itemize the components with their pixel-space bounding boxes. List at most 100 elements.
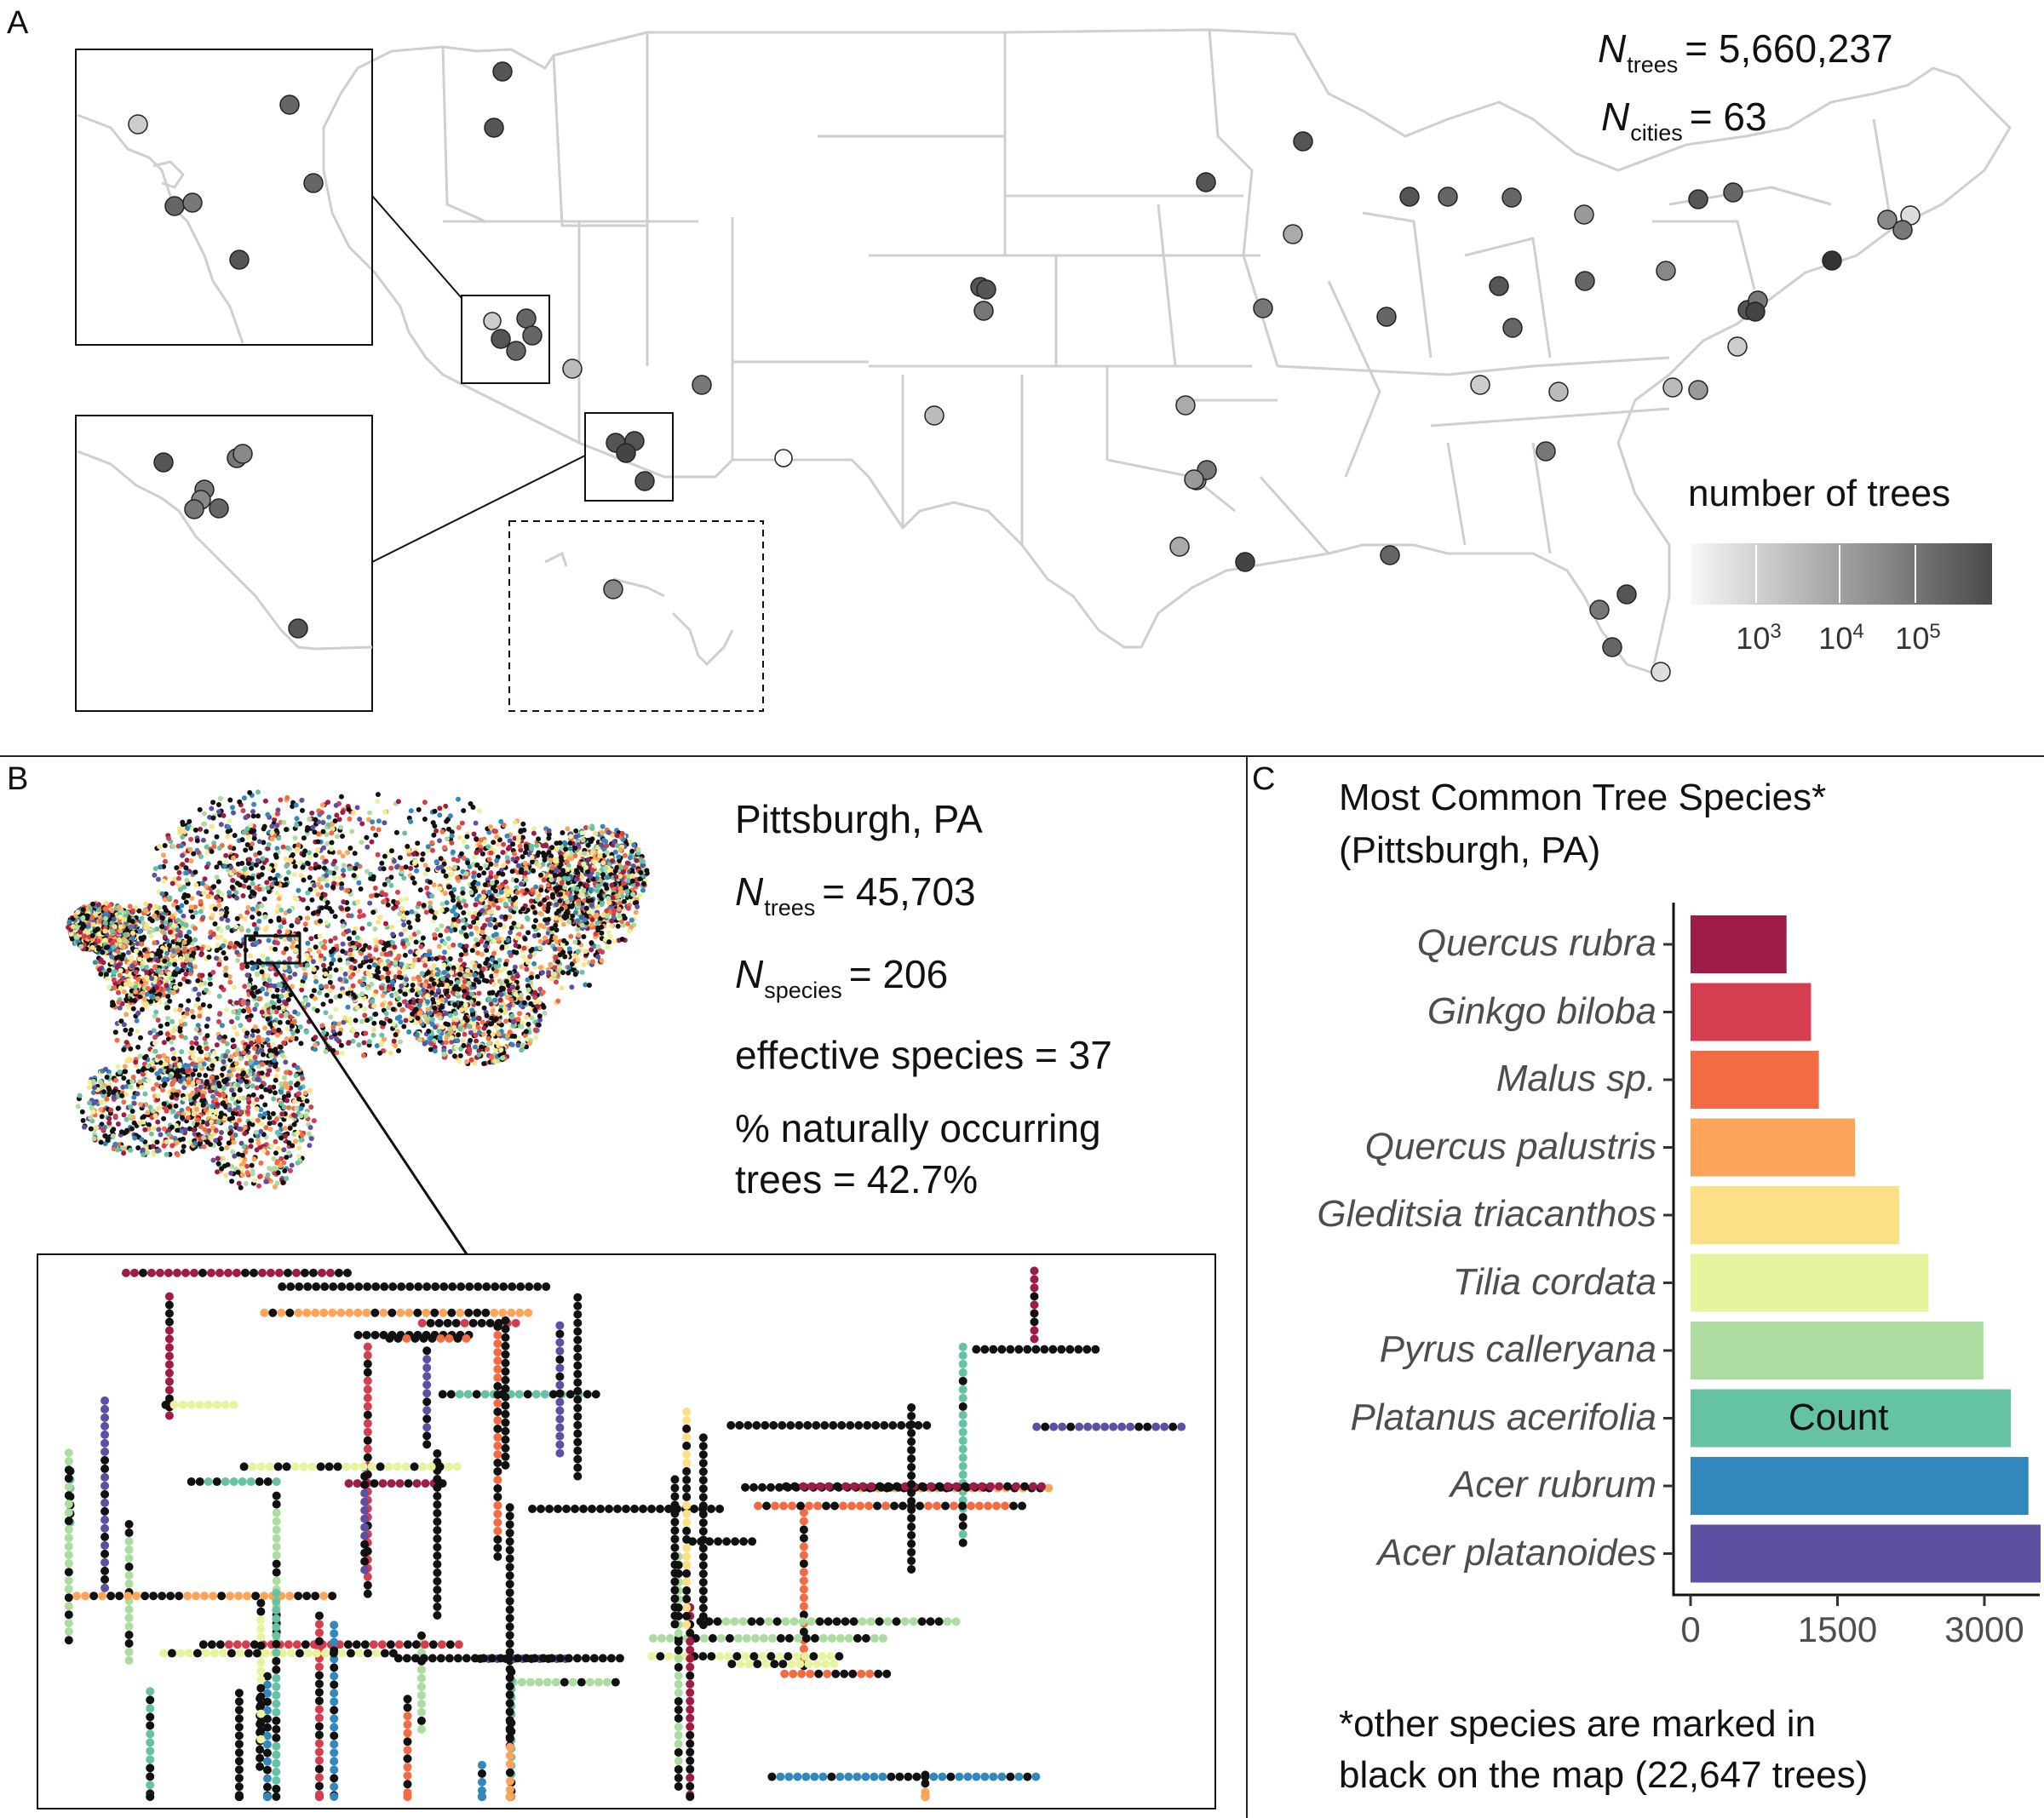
tree-point — [267, 1115, 273, 1121]
tree-point — [501, 863, 507, 869]
tree-point — [558, 872, 564, 878]
tree-point — [473, 937, 479, 943]
tree-point — [313, 852, 319, 858]
tree-point — [345, 906, 351, 912]
tree-point — [612, 849, 618, 855]
tree-point — [236, 1180, 242, 1186]
tree-point — [337, 957, 343, 963]
tree-point — [350, 983, 356, 989]
tree-point — [214, 1075, 220, 1081]
tree-point — [507, 1002, 513, 1008]
tree-point — [250, 841, 255, 847]
tree-point — [433, 909, 439, 915]
tree-point — [313, 862, 319, 867]
tree-point — [304, 952, 310, 958]
tree-point — [548, 962, 554, 968]
tree-point — [155, 1093, 161, 1099]
tree-point — [231, 1009, 237, 1015]
tree-point — [198, 982, 204, 988]
tree-point — [459, 894, 465, 900]
tree-point — [183, 865, 189, 871]
tree-point — [486, 889, 492, 895]
tree-point — [211, 844, 217, 850]
tree-point — [296, 1091, 301, 1097]
tree-point — [437, 838, 442, 844]
tree-point — [412, 1008, 417, 1014]
tree-point — [457, 972, 463, 978]
tree-point — [284, 1026, 290, 1032]
tree-point — [329, 840, 335, 846]
tree-point — [180, 852, 186, 858]
tree-point — [380, 993, 386, 999]
tree-point — [210, 1104, 215, 1110]
tree-point — [244, 1163, 250, 1169]
tree-point — [319, 810, 324, 816]
tree-point — [531, 830, 537, 836]
tree-point — [307, 817, 313, 822]
tree-point — [490, 886, 496, 892]
tree-point — [162, 897, 168, 903]
tree-point — [379, 860, 385, 866]
tree-point — [209, 849, 215, 854]
tree-point — [105, 1137, 111, 1143]
tree-point — [505, 858, 511, 864]
tree-point — [180, 1149, 186, 1155]
tree-point — [369, 981, 375, 987]
tree-point — [445, 966, 451, 972]
tree-point — [221, 938, 227, 944]
tree-point — [391, 905, 397, 911]
tree-point — [595, 943, 601, 949]
tree-point — [581, 934, 587, 939]
tree-point — [161, 878, 167, 884]
tree-point — [249, 990, 255, 996]
tree-point — [140, 1067, 146, 1073]
tree-point — [518, 995, 524, 1001]
tree-point — [410, 987, 416, 993]
tree-point — [395, 889, 400, 895]
tree-point — [525, 1021, 531, 1027]
tree-point — [394, 864, 399, 870]
tree-point — [429, 1017, 435, 1023]
tree-point — [296, 1153, 301, 1159]
tree-point — [100, 1127, 106, 1133]
tree-point — [382, 898, 387, 904]
tree-point — [411, 957, 417, 963]
tree-point — [269, 1009, 275, 1014]
tree-point — [141, 1114, 147, 1120]
tree-point — [606, 939, 612, 945]
tree-point — [337, 977, 343, 983]
tree-point — [452, 1002, 458, 1007]
tree-point — [456, 824, 462, 830]
tree-point — [461, 910, 467, 915]
tree-point — [303, 1113, 309, 1119]
tree-point — [161, 1115, 167, 1121]
tree-point — [453, 1011, 458, 1017]
tree-point — [204, 1046, 210, 1052]
tree-point — [257, 1113, 263, 1119]
tree-point — [254, 1002, 260, 1007]
tree-point — [473, 902, 479, 908]
tree-point — [502, 914, 508, 920]
tree-point — [510, 857, 516, 862]
tree-point — [370, 1032, 376, 1038]
tree-point — [147, 1029, 153, 1035]
tree-point — [448, 1029, 454, 1035]
tree-point — [492, 1058, 498, 1064]
tree-point — [534, 843, 539, 848]
tree-point — [318, 918, 324, 924]
tree-point — [366, 964, 372, 970]
tree-point — [471, 874, 477, 880]
pittsburgh-tree-map — [37, 789, 1216, 1809]
tree-point — [169, 1018, 175, 1024]
tree-point — [443, 873, 449, 879]
tree-point — [346, 1040, 352, 1046]
tree-point — [566, 919, 572, 925]
tree-point — [77, 1093, 83, 1098]
tree-point — [353, 1018, 359, 1024]
tree-point — [278, 1135, 284, 1141]
tree-point — [148, 1131, 154, 1137]
tree-point — [366, 1039, 372, 1045]
tree-point — [260, 865, 266, 871]
tree-point — [538, 887, 544, 893]
tree-point — [276, 1027, 282, 1033]
